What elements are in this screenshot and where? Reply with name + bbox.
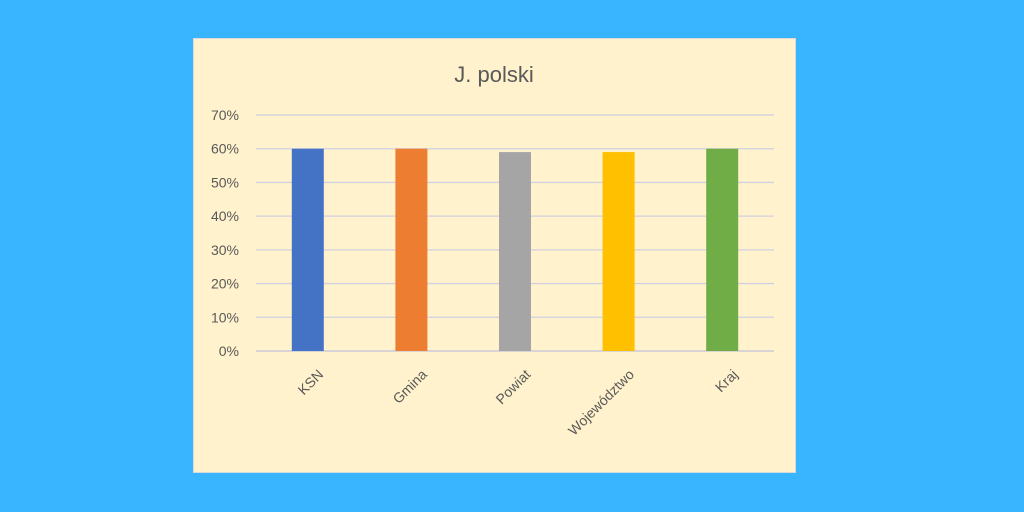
- x-category-label: Województwo: [565, 366, 637, 438]
- bar-kraj: [706, 148, 739, 351]
- y-tick-label: 20%: [211, 276, 239, 292]
- bar-ksn: [291, 148, 324, 351]
- y-tick-label: 70%: [211, 107, 239, 123]
- bar-powiat: [499, 152, 531, 351]
- y-tick-label: 30%: [211, 242, 239, 258]
- x-axis-category-labels: KSN Gmina Powiat Województwo Kraj: [295, 366, 741, 438]
- y-tick-label: 0%: [219, 343, 239, 359]
- y-tick-label: 10%: [211, 309, 239, 325]
- bars: [291, 148, 739, 351]
- bar-województwo: [602, 152, 635, 351]
- x-category-label: Kraj: [712, 366, 741, 395]
- chart-title: J. polski: [454, 62, 533, 87]
- y-tick-label: 40%: [211, 208, 239, 224]
- x-category-label: Powiat: [492, 366, 533, 407]
- bar-gmina: [395, 148, 428, 351]
- y-tick-label: 60%: [211, 141, 239, 157]
- x-category-label: KSN: [295, 366, 327, 398]
- y-tick-label: 50%: [211, 174, 239, 190]
- y-axis-tick-labels: 0% 10% 20% 30% 40% 50% 60% 70%: [211, 107, 239, 359]
- x-category-label: Gmina: [389, 366, 430, 407]
